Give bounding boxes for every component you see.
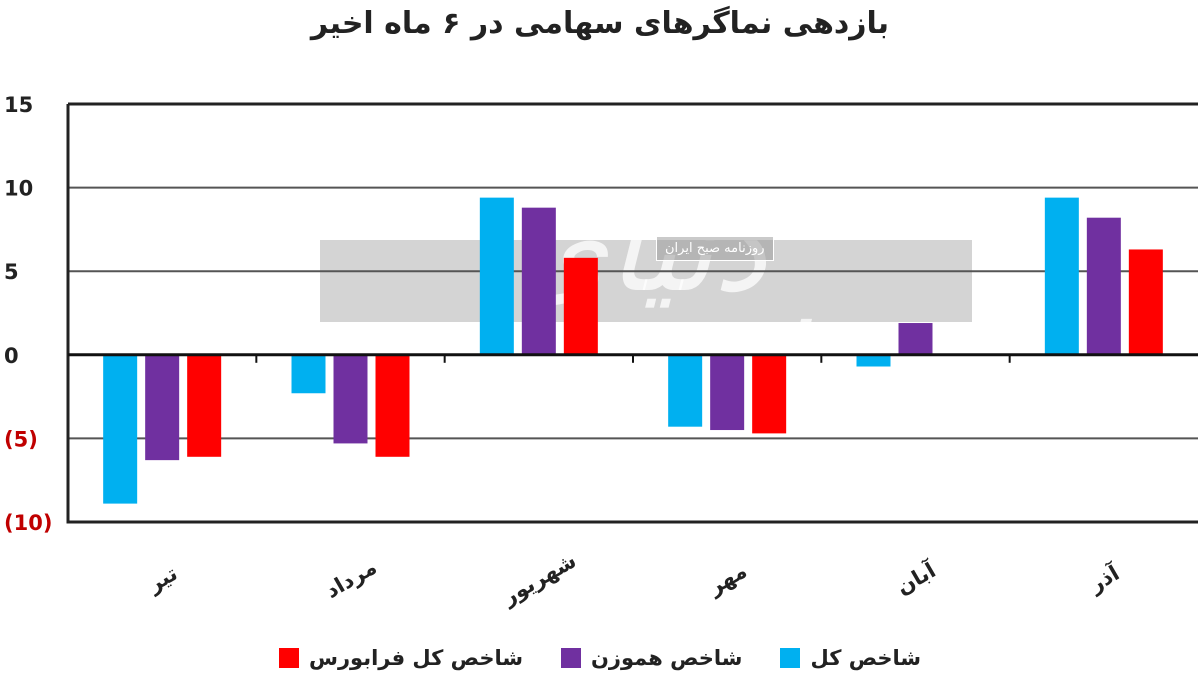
y-tick-labels: 15 10 5 0 (5) (10) (4, 93, 52, 535)
bar (103, 354, 138, 504)
bar (145, 354, 180, 461)
grid-lines (68, 186, 1198, 440)
legend-item: شاخص هموزن (561, 646, 742, 670)
bar (333, 354, 368, 444)
legend: شاخص کل شاخص هموزن شاخص کل فرابورس (0, 646, 1200, 670)
bars (103, 197, 1163, 504)
y-tick-label: 10 (4, 177, 33, 201)
x-tick-label: آبان (892, 557, 941, 599)
x-tick-label: آذر (1084, 560, 1124, 598)
watermark-tagline: روزنامه صبح ایران (656, 236, 774, 261)
axes (66, 102, 1198, 524)
bar (375, 354, 410, 457)
bar (1044, 197, 1079, 355)
legend-swatch (278, 648, 299, 668)
bar (1128, 249, 1163, 355)
bar (521, 207, 556, 355)
legend-item: شاخص کل (780, 646, 921, 670)
legend-swatch (780, 648, 801, 668)
y-tick-label: (10) (4, 511, 52, 535)
x-tick-label: مرداد (321, 555, 380, 603)
y-tick-label: 0 (4, 344, 19, 368)
bar (479, 197, 514, 355)
bar (668, 354, 703, 427)
legend-item: شاخص کل فرابورس (278, 646, 523, 670)
x-tick-label: شهریور (498, 548, 581, 610)
bar (752, 354, 787, 434)
legend-label: شاخص کل فرابورس (308, 646, 523, 670)
legend-swatch (561, 648, 581, 668)
y-tick-label: (5) (4, 427, 38, 451)
legend-label: شاخص هموزن (591, 646, 743, 670)
legend-label: شاخص کل (810, 646, 922, 670)
x-tick-label: تیر (143, 561, 181, 597)
bar (291, 354, 326, 394)
bar (856, 354, 891, 367)
bar (187, 354, 222, 457)
bar (1086, 217, 1121, 355)
x-tick-label: مهر (704, 558, 751, 599)
watermark-band (320, 240, 972, 322)
bar (563, 257, 598, 355)
y-tick-label: 5 (4, 260, 19, 284)
chart-title: بازدهی نماگرهای سهامی در ۶ ماه اخیر (310, 6, 890, 41)
plot-frame (66, 102, 1198, 524)
x-tick-labels: تیر مرداد شهریور مهر آبان آذر (143, 548, 1124, 610)
y-tick-label: 15 (4, 93, 33, 117)
bar (898, 323, 933, 355)
bar (710, 354, 745, 431)
